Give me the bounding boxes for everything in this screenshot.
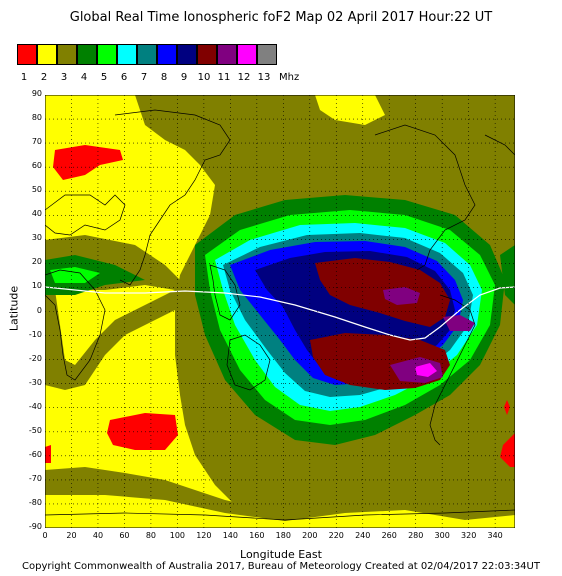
- graticule: [45, 95, 515, 528]
- y-tick-label: 60: [31, 161, 42, 171]
- x-tick-label: 300: [434, 531, 450, 540]
- legend-label-1: 1: [20, 72, 28, 83]
- contour-11mhz-north2: [443, 315, 475, 331]
- x-tick-label: 80: [145, 531, 156, 540]
- legend-swatch-8: [157, 44, 177, 65]
- x-tick-label: 320: [461, 531, 477, 540]
- x-tick-label: 40: [92, 531, 104, 540]
- legend-label-9: 9: [180, 72, 188, 83]
- contour-10mhz-north: [315, 258, 450, 327]
- legend-label-2: 2: [40, 72, 48, 83]
- x-tick-label: 20: [66, 531, 77, 540]
- legend-unit: Mhz: [279, 72, 300, 83]
- contour-2mhz-south: [45, 495, 515, 528]
- y-tick-label: -70: [28, 473, 42, 483]
- legend-label-8: 8: [160, 72, 168, 83]
- legend-label-6: 6: [120, 72, 128, 83]
- x-tick-label: 340: [487, 531, 503, 540]
- legend-swatch-6: [117, 44, 137, 65]
- legend-label-13: 13: [257, 72, 271, 83]
- map-title: Global Real Time Ionospheric foF2 Map 02…: [69, 10, 493, 25]
- x-tick-label: 200: [302, 531, 318, 540]
- legend-swatch-13: [257, 44, 277, 65]
- y-tick-label: 50: [31, 185, 42, 195]
- legend-swatch-4: [77, 44, 97, 65]
- legend-swatch-10: [197, 44, 217, 65]
- y-tick-label: -60: [28, 449, 42, 459]
- legend-label-12: 12: [237, 72, 251, 83]
- y-tick-label: 40: [31, 209, 42, 219]
- contour-1mhz-east-edge: [500, 433, 515, 467]
- y-tick-label: -30: [28, 377, 42, 387]
- contour-1mhz-west-edge: [45, 445, 51, 463]
- x-tick-label: 180: [275, 531, 291, 540]
- fof2-map: [45, 95, 515, 528]
- contour-11mhz-north: [383, 287, 420, 305]
- legend-label-5: 5: [100, 72, 108, 83]
- legend-swatch-11: [217, 44, 237, 65]
- contour-5mhz-africa: [50, 267, 100, 283]
- y-tick-label: -80: [28, 497, 42, 507]
- y-tick-label: 80: [31, 113, 42, 123]
- color-legend-labels: Mhz 1 2 3 4 5 6 7 8 9 10 11 12 13: [14, 72, 314, 84]
- y-tick-label: -40: [28, 401, 42, 411]
- y-tick-label: 90: [31, 89, 42, 98]
- contour-1mhz-north: [53, 145, 123, 180]
- x-tick-label: 220: [328, 531, 344, 540]
- x-axis-label: Longitude East: [240, 548, 322, 561]
- legend-label-4: 4: [80, 72, 88, 83]
- y-tick-label: -20: [28, 353, 42, 363]
- contour-12mhz-south: [415, 363, 437, 377]
- y-tick-label: 0: [36, 305, 42, 315]
- contour-4mhz-east: [500, 245, 515, 305]
- x-tick-label: 0: [42, 531, 48, 540]
- magnetic-equator: [45, 286, 515, 341]
- x-tick-label: 100: [169, 531, 186, 540]
- legend-swatch-5: [97, 44, 117, 65]
- y-tick-label: 20: [31, 257, 42, 267]
- contour-2mhz-north: [315, 95, 385, 125]
- legend-label-3: 3: [60, 72, 68, 83]
- legend-swatch-2: [37, 44, 57, 65]
- y-tick-label: -10: [28, 329, 42, 339]
- contour-1mhz-south: [107, 413, 178, 450]
- legend-swatch-1: [17, 44, 37, 65]
- x-tick-label: 120: [196, 531, 212, 540]
- contour-1mhz-east-dot: [504, 400, 510, 415]
- y-tick-label: -90: [28, 522, 42, 531]
- legend-swatch-9: [177, 44, 197, 65]
- copyright-footer: Copyright Commonwealth of Australia 2017…: [22, 561, 540, 572]
- legend-label-11: 11: [217, 72, 231, 83]
- y-tick-label: 10: [31, 281, 42, 291]
- legend-swatch-3: [57, 44, 77, 65]
- contour-2mhz-africa-inner: [55, 285, 175, 365]
- y-tick-label: 70: [31, 137, 42, 147]
- legend-label-10: 10: [197, 72, 211, 83]
- x-tick-label: 260: [381, 531, 397, 540]
- y-tick-label: 30: [31, 233, 42, 243]
- x-tick-label: 280: [408, 531, 424, 540]
- legend-swatch-12: [237, 44, 257, 65]
- x-tick-label: 240: [355, 531, 371, 540]
- x-tick-label: 160: [249, 531, 265, 540]
- legend-label-7: 7: [140, 72, 148, 83]
- x-tick-label: 140: [222, 531, 238, 540]
- color-legend: [17, 44, 277, 65]
- y-tick-label: -50: [28, 425, 42, 435]
- x-tick-label: 60: [119, 531, 130, 540]
- legend-swatch-7: [137, 44, 157, 65]
